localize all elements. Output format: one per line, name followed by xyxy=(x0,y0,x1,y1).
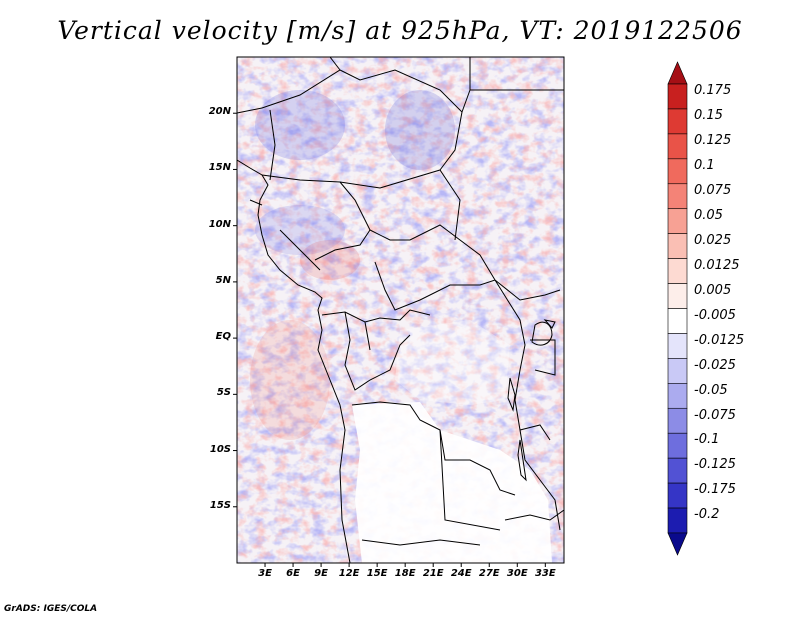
lat-label: 15N xyxy=(208,162,231,174)
lon-label: 33E xyxy=(534,568,556,579)
colorbar-label: 0.075 xyxy=(694,183,732,198)
colorbar-label: 0.125 xyxy=(694,133,732,149)
colorbar-label: 0.005 xyxy=(694,282,732,298)
colorbar-label: -0.125 xyxy=(694,457,736,473)
lat-label: EQ xyxy=(215,331,231,343)
colorbar-label: -0.05 xyxy=(694,382,728,398)
colorbar-label: 0.15 xyxy=(694,108,723,124)
lon-label: 30E xyxy=(506,568,528,579)
lon-label: 27E xyxy=(478,568,500,579)
colorbar-label: -0.175 xyxy=(694,482,736,498)
lat-label: 10S xyxy=(209,443,231,455)
colorbar-segment xyxy=(667,283,688,309)
colorbar-segment xyxy=(667,183,688,210)
colorbar-label: 0.175 xyxy=(694,83,732,99)
credit-text: GrADS: IGES/COLA xyxy=(4,604,98,614)
lon-label: 3E xyxy=(258,568,272,579)
colorbar-label: -0.025 xyxy=(694,357,736,373)
colorbar-segment xyxy=(667,133,688,160)
lat-label: 5S xyxy=(216,387,231,399)
colorbar-label: 0.025 xyxy=(694,232,732,248)
lat-label: 10N xyxy=(208,218,231,230)
lon-label: 24E xyxy=(450,568,472,579)
colorbar-label: -0.2 xyxy=(694,507,720,523)
colorbar-segment xyxy=(667,532,688,556)
colorbar-label: 0.05 xyxy=(694,207,723,223)
map-frame xyxy=(236,56,565,564)
colorbar-segment xyxy=(667,233,688,259)
colorbar-segment xyxy=(667,158,688,185)
velocity-field xyxy=(237,57,564,563)
colorbar-label: -0.075 xyxy=(694,407,736,423)
colorbar-segment xyxy=(667,457,688,484)
lon-label: 15E xyxy=(366,568,388,579)
lon-label: 12E xyxy=(338,568,360,579)
lon-label: 21E xyxy=(422,568,444,579)
map-title: Vertical velocity [m/s] at 925hPa, VT: 2… xyxy=(57,16,743,45)
lat-label: 20N xyxy=(208,106,231,118)
country-borders xyxy=(237,57,564,563)
colorbar-segment xyxy=(667,407,688,434)
colorbar-segment xyxy=(667,208,688,234)
colorbar-segment xyxy=(667,258,688,284)
colorbar-label: -0.005 xyxy=(694,307,736,323)
lon-label: 18E xyxy=(394,568,416,579)
colorbar-segment xyxy=(667,482,688,509)
colorbar-label: 0.1 xyxy=(694,158,715,174)
lon-label: 6E xyxy=(286,568,300,579)
colorbar-segment xyxy=(667,358,688,384)
lon-label: 9E xyxy=(314,568,328,579)
axis-ticks xyxy=(233,112,546,567)
lat-label: 5N xyxy=(215,274,231,286)
colorbar-segment xyxy=(667,61,688,85)
colorbar-label: 0.0125 xyxy=(694,257,740,273)
colorbar-segment xyxy=(667,108,688,135)
lakes xyxy=(507,319,556,482)
colorbar-segment xyxy=(667,383,688,409)
colorbar-segment xyxy=(667,432,688,459)
colorbar-segment xyxy=(667,308,688,334)
colorbar-segment xyxy=(667,507,688,534)
colorbar xyxy=(667,61,688,556)
colorbar-label: -0.0125 xyxy=(694,332,745,348)
colorbar-segment xyxy=(667,333,688,359)
colorbar-label: -0.1 xyxy=(694,432,720,448)
lat-label: 15S xyxy=(209,499,231,511)
colorbar-segment xyxy=(667,83,688,110)
